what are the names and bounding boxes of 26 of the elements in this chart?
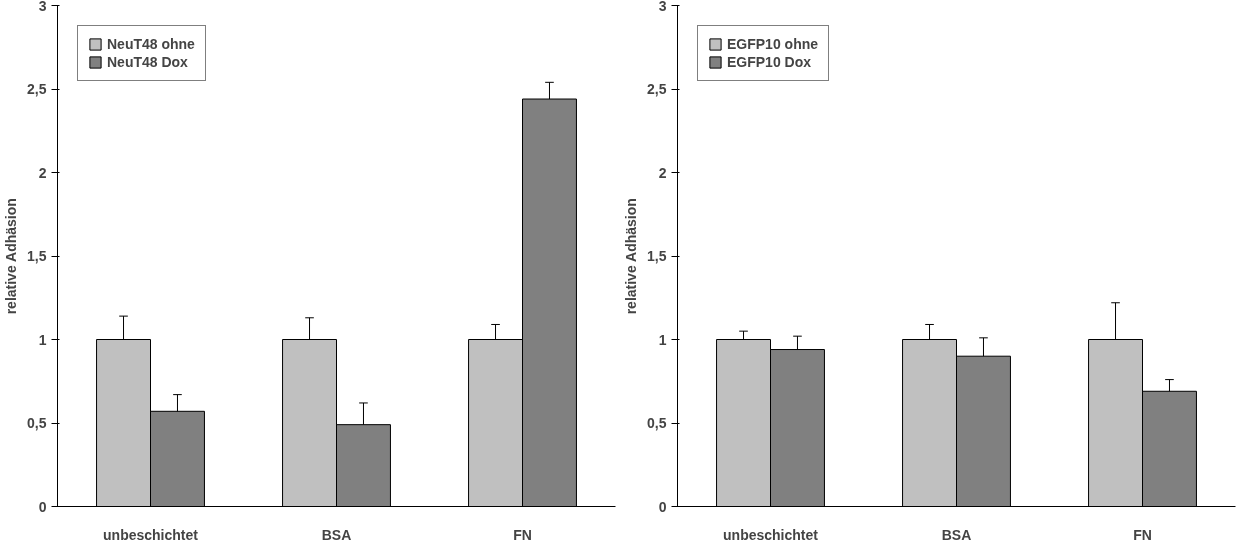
legend-label: NeuT48 ohne (107, 36, 195, 52)
x-tick-label: FN (513, 526, 532, 543)
legend-label: NeuT48 Dox (107, 54, 188, 70)
y-tick-label: 2 (38, 164, 47, 181)
y-tick-label: 1,5 (647, 248, 667, 264)
x-tick-label: unbeschichtet (103, 526, 199, 543)
y-tick-label: 2 (658, 164, 667, 181)
x-tick-label: BSA (941, 526, 972, 543)
x-tick-label: unbeschichtet (723, 526, 819, 543)
y-tick-label: 0 (658, 498, 667, 515)
y-tick-label: 1,5 (27, 248, 47, 264)
y-tick-label: 3 (38, 0, 47, 14)
y-tick-label: 0,5 (647, 415, 667, 431)
y-tick-label: 1 (658, 331, 667, 348)
legend-label: EGFP10 ohne (727, 36, 819, 52)
y-tick-label: 1 (38, 331, 47, 348)
y-axis-title: relative Adhäsion (623, 198, 640, 315)
x-tick-label: BSA (321, 526, 352, 543)
y-axis-title: relative Adhäsion (3, 198, 20, 315)
y-tick-label: 0 (38, 498, 47, 515)
legend-label: EGFP10 Dox (727, 54, 812, 70)
y-tick-label: 2,5 (27, 81, 47, 97)
y-tick-label: 0,5 (27, 415, 47, 431)
y-tick-label: 3 (658, 0, 667, 14)
y-tick-label: 2,5 (647, 81, 667, 97)
x-tick-label: FN (1133, 526, 1152, 543)
